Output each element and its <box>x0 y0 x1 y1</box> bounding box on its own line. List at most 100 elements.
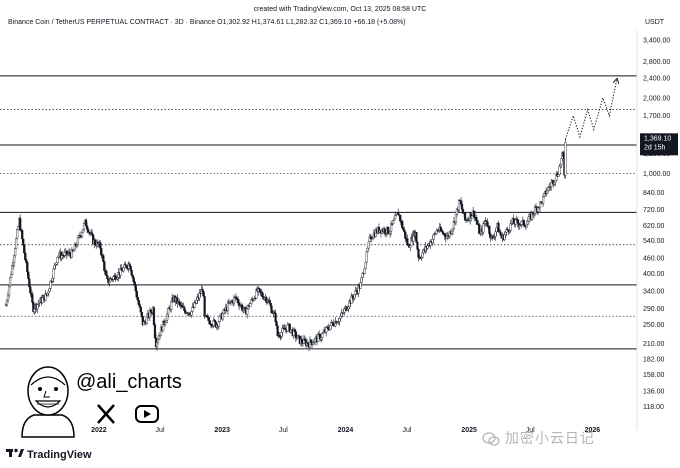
candle-body <box>322 332 325 334</box>
candle <box>268 296 271 304</box>
y-tick-label: 290.00 <box>643 306 665 313</box>
x-tick-label: 2025 <box>461 427 477 434</box>
candle-body <box>389 223 393 232</box>
watermark-text: 加密小云日记 <box>504 430 595 446</box>
candle-body <box>105 270 108 276</box>
candle-body <box>181 304 184 308</box>
candle <box>128 262 131 267</box>
y-tick-label: 118.00 <box>643 404 664 411</box>
candle-body <box>128 263 131 267</box>
candle-body <box>21 230 24 240</box>
candle-body <box>294 331 297 338</box>
candle <box>534 203 538 208</box>
candle <box>124 261 127 266</box>
candle-body <box>11 262 15 266</box>
candle-body <box>431 239 434 244</box>
projection-path <box>564 77 620 140</box>
candle-body <box>543 193 546 197</box>
candle-body <box>386 226 390 234</box>
candle-body <box>145 316 148 325</box>
candle-body <box>84 219 88 227</box>
candle-body <box>403 229 406 233</box>
candle-body <box>236 299 240 304</box>
candle <box>364 261 367 270</box>
candle-body <box>226 302 230 311</box>
candle <box>70 247 73 258</box>
symbol-ohlc-line[interactable]: Binance Coin / TetherUS PERPETUAL CONTRA… <box>8 19 406 26</box>
candle <box>435 228 438 235</box>
candle-body <box>459 200 463 205</box>
candle <box>350 292 353 304</box>
candle-body <box>195 299 198 304</box>
candle-body <box>164 322 167 325</box>
candle-body <box>15 238 18 249</box>
candle-body <box>443 233 446 237</box>
candle-body <box>125 265 128 269</box>
candle-body <box>86 228 90 233</box>
candle-body <box>451 228 455 232</box>
candle-body <box>205 315 208 318</box>
candle <box>397 208 400 215</box>
youtube-icon[interactable] <box>135 405 159 423</box>
candle-body <box>136 296 139 301</box>
candle-body <box>526 221 530 225</box>
candle-body <box>16 229 19 239</box>
candle-body <box>512 218 515 224</box>
candle <box>63 248 66 258</box>
tradingview-brand[interactable]: TradingView <box>6 448 92 461</box>
social-icons <box>96 403 176 430</box>
candle <box>193 299 196 309</box>
x-tick-label: Jul <box>526 427 535 434</box>
candle-body <box>313 338 317 343</box>
candle-body <box>270 305 273 313</box>
candle-body <box>542 196 545 204</box>
y-tick-label: 460.00 <box>643 256 665 263</box>
candle-body <box>10 265 14 275</box>
candle-body <box>157 335 161 340</box>
y-tick-label: 210.00 <box>643 341 665 348</box>
price-badge-bg <box>640 133 678 156</box>
candle-body <box>503 234 506 240</box>
candle-body <box>346 308 349 311</box>
candle-body <box>135 290 138 298</box>
candle <box>53 262 56 271</box>
candle <box>78 231 82 239</box>
candle-body <box>363 268 366 274</box>
candle-body <box>303 338 307 341</box>
author-handle[interactable]: @ali_charts <box>76 371 182 393</box>
candle <box>417 248 420 262</box>
candle-body <box>441 231 444 234</box>
candle-body <box>388 231 392 234</box>
horizontal-levels <box>0 75 637 350</box>
x-tick-label: Jul <box>402 427 411 434</box>
y-tick-label: 540.00 <box>643 238 665 245</box>
candle-body <box>520 220 523 225</box>
candle-body <box>188 312 191 315</box>
x-logo-icon[interactable] <box>97 404 115 424</box>
candle-body <box>554 179 557 183</box>
candle-body <box>406 238 409 245</box>
x-tick-label: 2023 <box>214 427 230 434</box>
candle-body <box>392 220 395 225</box>
candle-body <box>140 311 143 317</box>
candle-body <box>166 313 169 321</box>
candle-body <box>134 284 137 292</box>
candle-body <box>221 313 224 320</box>
candle-body <box>553 182 556 185</box>
candle-body <box>497 223 500 233</box>
candle-body <box>94 239 97 245</box>
candle-body <box>31 293 34 303</box>
candle-body <box>14 248 17 256</box>
candle <box>276 324 279 337</box>
candle-body <box>329 325 332 330</box>
candle-body <box>486 221 489 227</box>
y-tick-label: 720.00 <box>643 207 665 214</box>
candle-body <box>103 261 106 271</box>
candle-body <box>460 203 464 210</box>
candle-body <box>476 220 479 225</box>
candle <box>512 214 515 224</box>
candle <box>148 307 152 322</box>
candle-body <box>202 291 205 297</box>
candle <box>473 210 476 222</box>
